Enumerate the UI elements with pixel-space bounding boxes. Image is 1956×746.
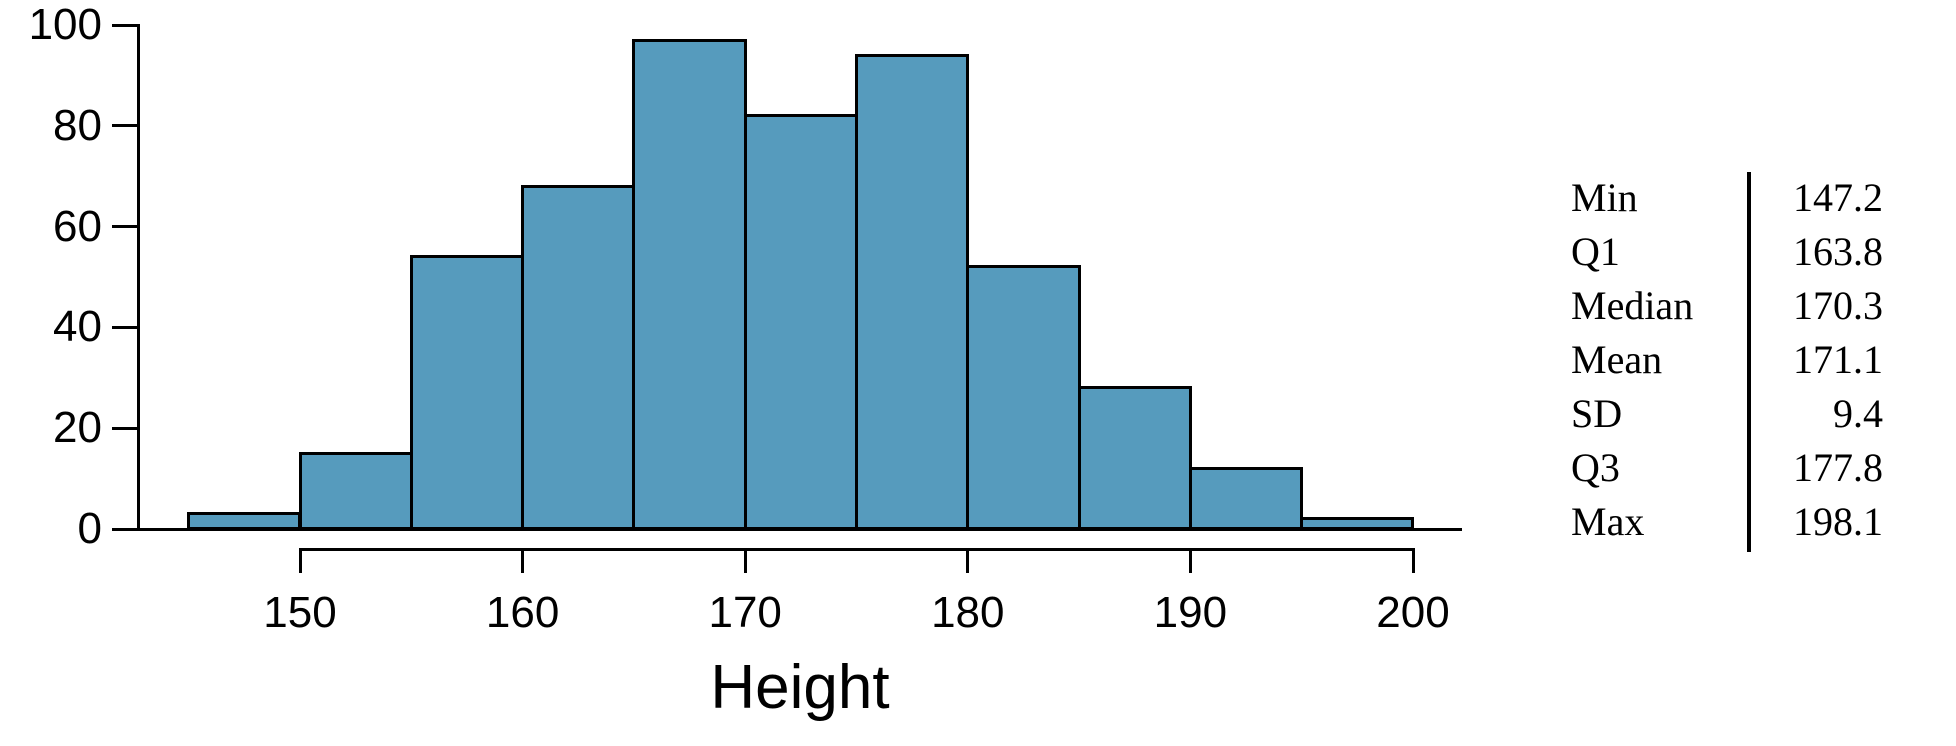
stats-row-label: Q1 (1571, 229, 1620, 274)
histogram-bar (855, 53, 970, 531)
stats-table-row: Mean 171.1 (1571, 333, 1883, 387)
y-axis-tick (112, 23, 137, 27)
x-axis-tick (521, 548, 525, 573)
x-axis-line (298, 548, 1415, 551)
x-axis-tick (1188, 548, 1192, 573)
x-axis-tick (298, 548, 302, 573)
stats-row-label: Mean (1571, 337, 1663, 382)
y-tick-label: 100 (28, 0, 102, 49)
histogram-bar (632, 38, 747, 531)
x-tick-label: 200 (1376, 588, 1450, 637)
y-axis-tick (112, 426, 137, 430)
stats-table-row: Q3 177.8 (1571, 441, 1883, 495)
stats-row-label: Min (1571, 175, 1638, 220)
x-tick-label: 160 (485, 588, 560, 637)
y-tick-label: 20 (53, 403, 102, 453)
histogram-bar (521, 184, 636, 531)
x-tick-label: 150 (263, 588, 337, 637)
x-axis-tick (966, 548, 970, 573)
stats-row-value: 198.1 (1793, 499, 1883, 544)
x-axis-tick (743, 548, 747, 573)
plot-baseline (137, 527, 1462, 531)
histogram-bar (409, 255, 525, 531)
y-tick-label: 80 (53, 100, 102, 150)
table-divider-line (1747, 172, 1751, 552)
stats-row-value: 171.1 (1793, 337, 1883, 382)
histogram-bar (1188, 467, 1304, 531)
y-axis-line (137, 23, 140, 531)
x-axis-tick (1411, 548, 1415, 573)
stats-row-label: Q3 (1571, 445, 1620, 490)
y-axis-tick (112, 225, 137, 229)
y-tick-label: 0 (77, 504, 102, 553)
stats-row-label: Median (1571, 283, 1694, 328)
stats-row-value: 147.2 (1793, 175, 1883, 220)
y-tick-label: 40 (53, 302, 102, 352)
stats-table-row: Median 170.3 (1571, 279, 1883, 333)
stats-row-label: Max (1571, 499, 1645, 544)
x-tick-label: 190 (1153, 588, 1228, 637)
stats-row-label: SD (1571, 391, 1623, 436)
y-axis-tick (112, 527, 137, 531)
x-axis-title: Height (710, 653, 890, 722)
histogram-bar (743, 114, 858, 531)
y-axis-tick (112, 325, 137, 329)
stats-row-value: 170.3 (1793, 283, 1883, 328)
stats-row-value: 9.4 (1833, 391, 1883, 436)
stats-table-row: Min 147.2 (1571, 171, 1883, 225)
summary-statistics-table: Min 147.2 Q1 163.8 Median 170.3 Mean 171.1 SD 9.4… (1571, 171, 1883, 552)
y-axis-tick (112, 124, 137, 128)
y-tick-label: 60 (53, 201, 102, 251)
stats-row-value: 163.8 (1793, 229, 1883, 274)
stats-row-value: 177.8 (1793, 445, 1883, 490)
histogram-bar (966, 265, 1081, 531)
histogram-bar (1077, 386, 1192, 531)
x-tick-label: 170 (708, 588, 782, 637)
stats-table-row: Max 198.1 (1571, 495, 1883, 549)
x-tick-label: 180 (931, 588, 1005, 637)
stats-table-row: SD 9.4 (1571, 387, 1883, 441)
histogram-bar (298, 451, 413, 531)
stats-table-row: Q1 163.8 (1571, 225, 1883, 279)
